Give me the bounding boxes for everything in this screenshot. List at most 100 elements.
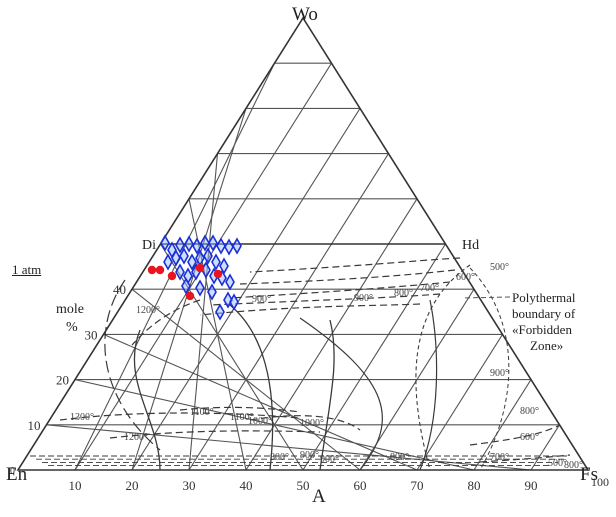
diamond-marker xyxy=(224,238,234,256)
boundary-solid-1 xyxy=(133,329,161,471)
di-label: Di xyxy=(142,238,156,253)
diamond-marker xyxy=(192,237,202,255)
diamond-marker xyxy=(184,235,194,253)
diamond-marker xyxy=(187,253,197,271)
diamond-marker xyxy=(225,273,235,291)
bottom-tick-label: 40 xyxy=(240,478,253,493)
red-circle-marker xyxy=(195,263,205,273)
isotherm-label: 500° xyxy=(548,458,567,469)
isotherm-label: 900° xyxy=(490,368,509,379)
bottom-tick-label: 70 xyxy=(411,478,424,493)
isotherm-label: 500° xyxy=(490,262,509,273)
isotherm-900 xyxy=(199,303,421,316)
diamond-marker xyxy=(207,283,217,301)
annotation-leader xyxy=(461,296,511,299)
red-circle-marker xyxy=(155,265,165,275)
forbidden-zone-annotation: Polythermal boundary of «Forbidden Zone» xyxy=(512,290,576,354)
grid-line-left xyxy=(302,243,446,471)
hd-label: Hd xyxy=(462,238,480,253)
diamond-marker xyxy=(229,293,239,311)
boundary-solid-5 xyxy=(419,299,438,471)
diamond-marker xyxy=(195,279,205,297)
diamond-marker xyxy=(232,237,242,255)
diamond-marker xyxy=(211,253,221,271)
grid-line-right xyxy=(103,333,418,471)
diamond-marker xyxy=(215,303,225,321)
diamond-marker xyxy=(179,247,189,265)
bottom-tick-label: 10 xyxy=(69,478,82,493)
bottom-tick-label: 20 xyxy=(126,478,139,493)
isotherm-label: 600° xyxy=(520,432,539,443)
isotherm-label: 800° xyxy=(564,460,583,471)
annotation-line-2: boundary of xyxy=(512,306,576,321)
isotherm-label: 1200° xyxy=(124,432,148,443)
grid-line-left xyxy=(530,424,560,471)
diamond-marker xyxy=(160,234,170,252)
isotherm-label: 1100° xyxy=(190,407,214,418)
diamond-marker xyxy=(181,277,191,295)
isotherm-label: 900° xyxy=(300,450,319,461)
vertex-label-fs: Fs xyxy=(580,464,598,485)
bottom-tick-label-0: 0 xyxy=(10,466,15,477)
annotation-line-3: «Forbidden xyxy=(512,322,572,337)
isotherm-500 xyxy=(249,257,461,273)
vertex-label-en: En xyxy=(6,464,28,485)
diamond-marker xyxy=(175,236,185,254)
isotherm-label: 700° xyxy=(420,283,439,294)
isotherm-label: 700° xyxy=(490,452,509,463)
boundary-solid-2 xyxy=(229,304,274,471)
isotherm-label: 800° xyxy=(394,288,413,299)
diamond-marker xyxy=(208,234,218,252)
red-circle-marker xyxy=(213,269,223,279)
grid-line-left xyxy=(188,153,389,471)
bottom-tick-label: 60 xyxy=(354,478,367,493)
red-circle-marker xyxy=(167,271,177,281)
left-tick-label: 30 xyxy=(85,327,98,342)
isotherm-label: 900° xyxy=(252,294,271,305)
red-circle-marker xyxy=(147,265,157,275)
isotherm-800-right xyxy=(469,424,561,446)
axis-label-a: A xyxy=(312,486,326,507)
isotherm-label: 800° xyxy=(520,406,539,417)
bottom-tick-label-100: 100 xyxy=(591,475,609,489)
vertex-label-wo: Wo xyxy=(292,4,318,25)
annotation-line-4: Zone» xyxy=(530,338,564,353)
bottom-tick-label: 90 xyxy=(525,478,538,493)
mole-label: mole xyxy=(56,302,84,317)
isotherm-label: 800° xyxy=(270,452,289,463)
polythermal-boundary xyxy=(415,264,471,471)
isotherm-1200-lower xyxy=(109,430,321,439)
isotherm-label: 1000° xyxy=(248,416,272,427)
boundary-solid-3 xyxy=(319,319,335,471)
isotherm-label: 800° xyxy=(390,452,409,463)
isotherm-label: 1000° xyxy=(300,418,324,429)
diamond-marker xyxy=(171,249,181,267)
diamond-marker xyxy=(175,263,185,281)
percent-label: % xyxy=(66,320,78,335)
grid-line-left xyxy=(416,334,503,471)
isotherm-800 xyxy=(209,293,441,306)
grid-line-left xyxy=(359,288,475,471)
pressure-label: 1 atm xyxy=(12,262,42,277)
left-tick-label: 10 xyxy=(28,418,41,433)
isotherm-label: 900° xyxy=(320,454,339,465)
isotherm-label: 1300° xyxy=(70,412,94,423)
boundary-dashed-left xyxy=(104,279,161,451)
isotherm-1100 xyxy=(179,406,301,413)
grid-line-right xyxy=(131,288,361,471)
isotherm-700 xyxy=(229,281,451,299)
isotherm-600 xyxy=(239,269,456,285)
diamond-marker xyxy=(203,247,213,265)
diamond-marker xyxy=(200,234,210,252)
diamond-marker xyxy=(216,237,226,255)
red-circle-marker xyxy=(185,291,195,301)
annotation-line-1: Polythermal xyxy=(512,290,576,305)
bottom-tick-label: 30 xyxy=(183,478,196,493)
isotherm-label: 1200° xyxy=(136,305,160,316)
grid-line-left xyxy=(473,379,532,471)
bottom-tick-label: 80 xyxy=(468,478,481,493)
bottom-tick-label: 50 xyxy=(297,478,310,493)
isotherm-label: 900° xyxy=(354,293,373,304)
